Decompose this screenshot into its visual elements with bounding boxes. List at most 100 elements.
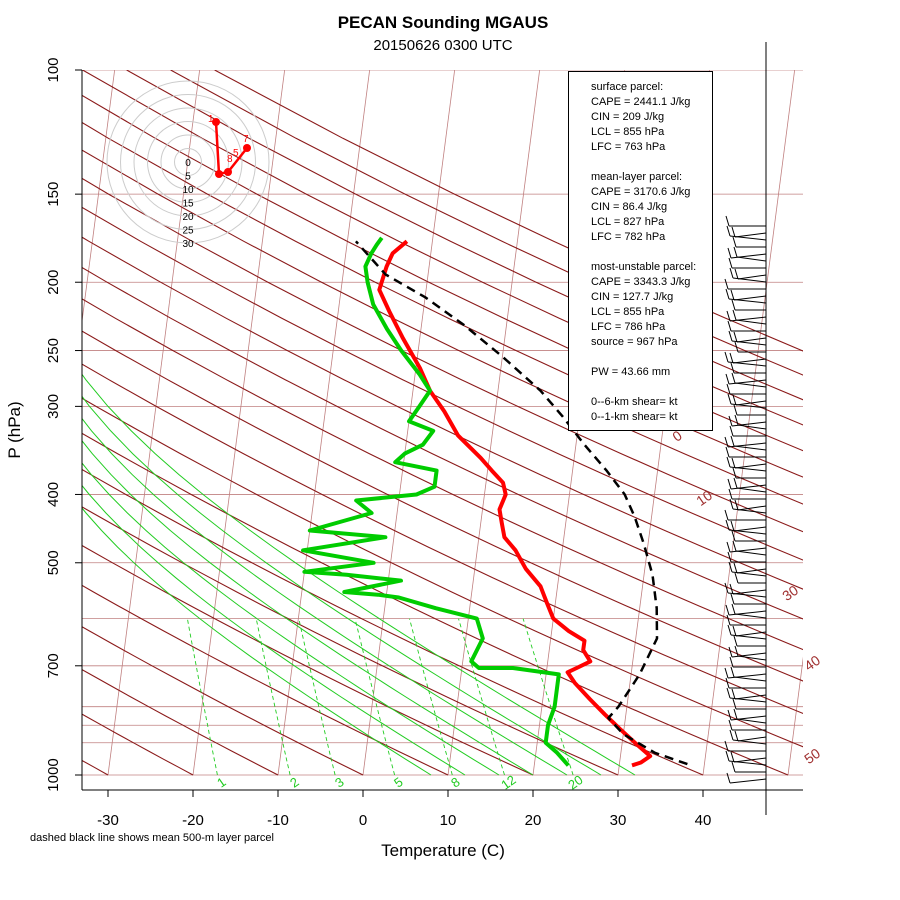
mixing-ratio-line xyxy=(255,618,291,776)
isotherm-line xyxy=(82,70,116,325)
wind-barb-flag xyxy=(728,488,733,500)
chart-subtitle: 20150626 0300 UTC xyxy=(373,37,512,54)
wind-barb xyxy=(737,274,767,280)
hodograph-ring-label: 15 xyxy=(182,199,194,210)
x-tick-label: 20 xyxy=(525,812,542,829)
wind-barb xyxy=(732,358,767,364)
wind-barb-flag xyxy=(725,604,730,616)
wind-barb xyxy=(731,421,767,427)
mostunstable-lfc: LFC = 786 hPa xyxy=(591,321,666,333)
wind-barb xyxy=(728,529,767,535)
wind-barb xyxy=(733,295,767,301)
isotherm-line xyxy=(277,70,371,776)
hodograph-ring-label: 20 xyxy=(182,212,194,223)
wind-barb-flag xyxy=(724,351,729,363)
mixing-ratio-line xyxy=(409,618,453,776)
dry-adiabat xyxy=(82,713,194,776)
wind-barb-flag xyxy=(725,750,730,762)
dry-adiabat xyxy=(82,236,803,590)
isotherm-line xyxy=(787,656,803,776)
hodograph-ring-label: 30 xyxy=(182,239,194,250)
x-tick-label: -10 xyxy=(267,812,289,829)
hodograph-ring-label: 0 xyxy=(185,158,191,169)
mixing-ratio-line xyxy=(458,618,505,776)
shear-0-6km: 0--6-km shear= kt xyxy=(591,396,678,408)
surface-parcel-block: surface parcel: CAPE = 2441.1 J/kg CIN =… xyxy=(591,80,712,155)
wind-barb-flag xyxy=(726,225,731,237)
wind-barb-flag xyxy=(730,435,735,447)
x-tick-label: 30 xyxy=(610,812,627,829)
dry-adiabat xyxy=(82,330,803,682)
y-tick-label: 150 xyxy=(45,182,62,207)
wind-barb xyxy=(737,424,767,430)
dry-adiabat xyxy=(82,149,803,505)
wind-barb-flag xyxy=(732,625,737,637)
wind-barb xyxy=(736,256,767,262)
wind-barb-flag xyxy=(728,415,733,427)
meanlayer-parcel-header: mean-layer parcel: xyxy=(591,171,683,183)
wind-barb-flag xyxy=(731,372,736,384)
hodograph-ring-label: 25 xyxy=(182,226,194,237)
surface-parcel-header: surface parcel: xyxy=(591,81,664,93)
wind-barb-flag xyxy=(726,310,731,322)
hodograph-ring xyxy=(160,134,216,190)
mostunstable-parcel-header: most-unstable parcel: xyxy=(591,261,697,273)
wind-barb-flag xyxy=(724,278,729,290)
dewpoint-profile xyxy=(301,236,570,767)
wind-barb xyxy=(729,466,767,472)
wind-barb-flag xyxy=(734,341,739,353)
footnote: dashed black line shows mean 500-m layer… xyxy=(30,832,274,844)
wind-barb-flag xyxy=(724,740,729,752)
wind-barb-flag xyxy=(728,257,733,269)
isotherm-line xyxy=(107,70,201,776)
wind-barb-flag xyxy=(732,698,737,710)
wind-barb xyxy=(733,676,767,682)
hodograph-ring xyxy=(147,121,229,203)
wind-barb xyxy=(732,739,767,745)
wind-barb-flag xyxy=(734,730,739,742)
meanlayer-lfc: LFC = 782 hPa xyxy=(591,231,666,243)
dry-adiabat xyxy=(82,506,619,776)
dry-adiabat xyxy=(82,94,803,452)
mixing-ratio-line xyxy=(522,618,574,776)
wind-barb-flag xyxy=(728,719,733,731)
wind-barb xyxy=(734,463,767,469)
wind-barb xyxy=(731,571,767,577)
hodograph-ring xyxy=(133,107,243,217)
moist-adiabat xyxy=(82,395,602,776)
temperature-profile xyxy=(377,239,653,768)
wind-barb-flag xyxy=(728,330,733,342)
wind-barb xyxy=(734,232,767,238)
parcel-info-box: surface parcel: CAPE = 2441.1 J/kg CIN =… xyxy=(568,71,713,431)
wind-barb-flag xyxy=(733,562,738,574)
wind-barb xyxy=(737,655,767,661)
mixing-ratio-label: 1 xyxy=(214,774,229,790)
wind-barb xyxy=(732,508,767,514)
isotherm-line xyxy=(447,70,541,776)
wind-barb-flag xyxy=(732,236,737,248)
wind-barb-flag xyxy=(729,425,734,437)
wind-barb-flag xyxy=(732,394,737,406)
series-layer xyxy=(301,236,688,768)
hodograph-height-label: 1 xyxy=(208,114,214,125)
wind-barb xyxy=(732,589,767,595)
wind-barb-flag xyxy=(731,457,736,469)
wind-barb-flag xyxy=(728,561,733,573)
wind-barbs xyxy=(724,42,767,815)
hodograph-ring xyxy=(174,148,202,176)
wind-barb xyxy=(732,277,767,283)
mixing-ratio-line xyxy=(298,618,336,776)
wind-barb-flag xyxy=(727,709,732,721)
wind-barb xyxy=(736,337,767,343)
y-tick-label: 500 xyxy=(45,550,62,575)
wind-barb-flag xyxy=(731,761,736,773)
wind-barb-flag xyxy=(725,215,730,227)
moist-adiabat xyxy=(82,462,500,776)
y-tick-label: 200 xyxy=(45,270,62,295)
dry-adiabat xyxy=(82,266,803,620)
dry-adiabat xyxy=(82,584,449,776)
mostunstable-parcel-block: most-unstable parcel: CAPE = 3343.3 J/kg… xyxy=(591,260,712,350)
moist-adiabat xyxy=(82,484,466,776)
wind-barb-flag xyxy=(733,404,738,416)
